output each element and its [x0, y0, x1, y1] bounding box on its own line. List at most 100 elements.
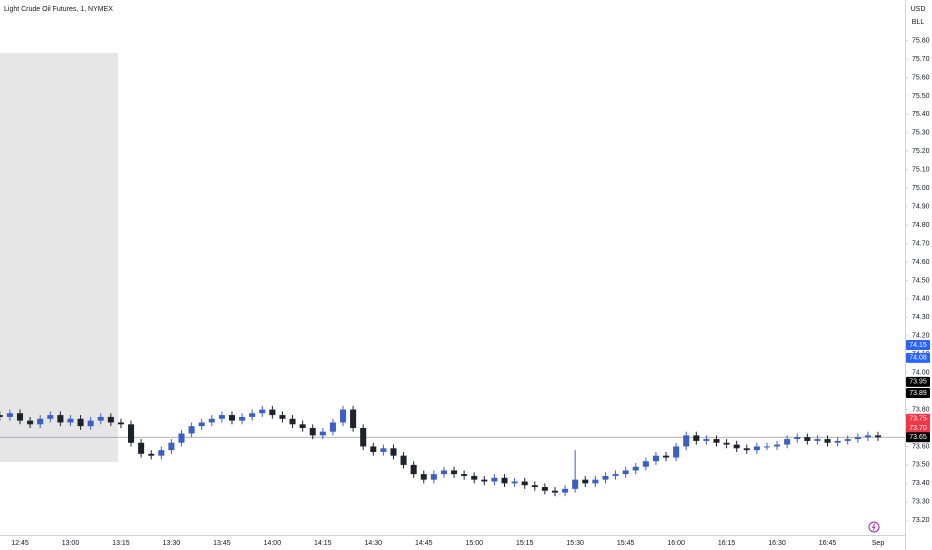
- candle-body: [6, 413, 13, 417]
- candle-body: [592, 479, 599, 484]
- x-tick-label: 13:30: [163, 540, 181, 547]
- candle-body: [844, 439, 851, 441]
- price-badge: [906, 423, 930, 433]
- x-tick-label: Sep: [872, 540, 885, 547]
- candle-body: [329, 422, 336, 432]
- y-tick-label: 74.50: [912, 277, 930, 284]
- price-badge-label: 73.75: [909, 416, 927, 423]
- y-tick-label: 75.70: [912, 56, 930, 63]
- candle-body: [511, 481, 518, 484]
- y-tick-label: 75.10: [912, 167, 930, 174]
- candle-body: [158, 450, 165, 456]
- x-tick-label: 15:15: [516, 540, 534, 547]
- candle-body: [309, 428, 316, 436]
- price-badge: [906, 352, 930, 363]
- candle-body: [451, 470, 458, 475]
- candle-body: [37, 418, 44, 425]
- candle-body: [360, 428, 367, 447]
- candle-body: [390, 448, 397, 456]
- y-tick-label: 74.20: [912, 333, 930, 340]
- candle-body: [854, 437, 861, 440]
- y-tick-label: 74.00: [912, 369, 930, 376]
- candle-body: [784, 439, 791, 445]
- candle-body: [723, 442, 730, 445]
- candle-body: [622, 470, 629, 475]
- x-tick-label: 16:15: [718, 540, 736, 547]
- candle-body: [228, 415, 236, 421]
- candle-body: [87, 420, 94, 427]
- candle-body: [239, 416, 246, 421]
- y-tick-label: 74.60: [912, 259, 930, 266]
- x-tick-label: 16:00: [667, 540, 685, 547]
- x-tick-label: 13:00: [62, 540, 80, 547]
- candle-body: [834, 440, 841, 443]
- candle-body: [27, 420, 34, 425]
- candle-body: [299, 424, 306, 428]
- x-tick-label: 14:30: [365, 540, 383, 547]
- x-tick-label: 15:45: [617, 540, 635, 547]
- candle-body: [350, 409, 357, 428]
- candle-body: [471, 475, 478, 480]
- candle-body: [541, 487, 548, 491]
- candle-body: [168, 442, 175, 451]
- session-shade: [0, 53, 118, 462]
- y-tick-label: 73.60: [912, 443, 930, 450]
- x-tick-label: 15:30: [566, 540, 584, 547]
- candle-body: [67, 418, 74, 423]
- candle-body: [128, 424, 135, 443]
- candle-body: [864, 435, 871, 438]
- x-tick-label: 13:45: [213, 540, 231, 547]
- candle-body: [188, 426, 195, 434]
- candle-body: [874, 435, 882, 438]
- candle-body: [279, 415, 286, 419]
- candle-body: [481, 479, 488, 482]
- price-badge: [906, 387, 930, 398]
- candle-body: [501, 477, 508, 484]
- unit-label[interactable]: BLL: [912, 19, 925, 26]
- x-tick-label: 13:15: [112, 540, 130, 547]
- candle-body: [814, 439, 821, 441]
- y-tick-label: 74.90: [912, 203, 930, 210]
- price-badge-label: 74.15: [909, 342, 927, 349]
- candle-body: [208, 418, 215, 423]
- candle-body: [410, 464, 417, 475]
- y-tick-label: 75.20: [912, 148, 930, 155]
- candle-body: [531, 485, 538, 488]
- candle-body: [824, 439, 831, 443]
- candle-body: [77, 418, 84, 427]
- candle-body: [652, 455, 659, 462]
- candle-body: [339, 409, 347, 423]
- price-badge-label: 73.65: [909, 434, 927, 441]
- candle-body: [138, 442, 145, 454]
- candle-body: [400, 455, 407, 465]
- candle-body: [430, 474, 437, 480]
- candle-body: [582, 479, 589, 484]
- x-tick-label: 16:30: [768, 540, 786, 547]
- y-tick-label: 75.30: [912, 130, 930, 137]
- y-tick-label: 74.30: [912, 314, 930, 321]
- currency-label[interactable]: USD: [911, 6, 926, 13]
- candle-body: [743, 448, 750, 451]
- candle-body: [57, 415, 64, 423]
- y-tick-label: 74.80: [912, 222, 930, 229]
- y-tick-label: 73.20: [912, 517, 930, 524]
- y-tick-label: 73.30: [912, 499, 930, 506]
- candle-body: [97, 416, 104, 421]
- candle-body: [461, 474, 468, 476]
- candle-body: [753, 446, 760, 451]
- price-badge: [906, 376, 930, 387]
- candle-body: [713, 439, 720, 443]
- price-badge: [906, 339, 930, 350]
- y-tick-label: 74.70: [912, 240, 930, 247]
- candle-body: [259, 409, 266, 414]
- y-tick-label: 75.80: [912, 37, 930, 44]
- events-icon[interactable]: [868, 521, 880, 533]
- candle-body: [380, 448, 387, 452]
- price-badge: [906, 413, 930, 424]
- candle-body: [491, 477, 498, 482]
- y-tick-label: 75.60: [912, 74, 930, 81]
- candle-body: [370, 446, 377, 452]
- candle-body: [733, 444, 740, 449]
- x-tick-label: 14:15: [314, 540, 332, 547]
